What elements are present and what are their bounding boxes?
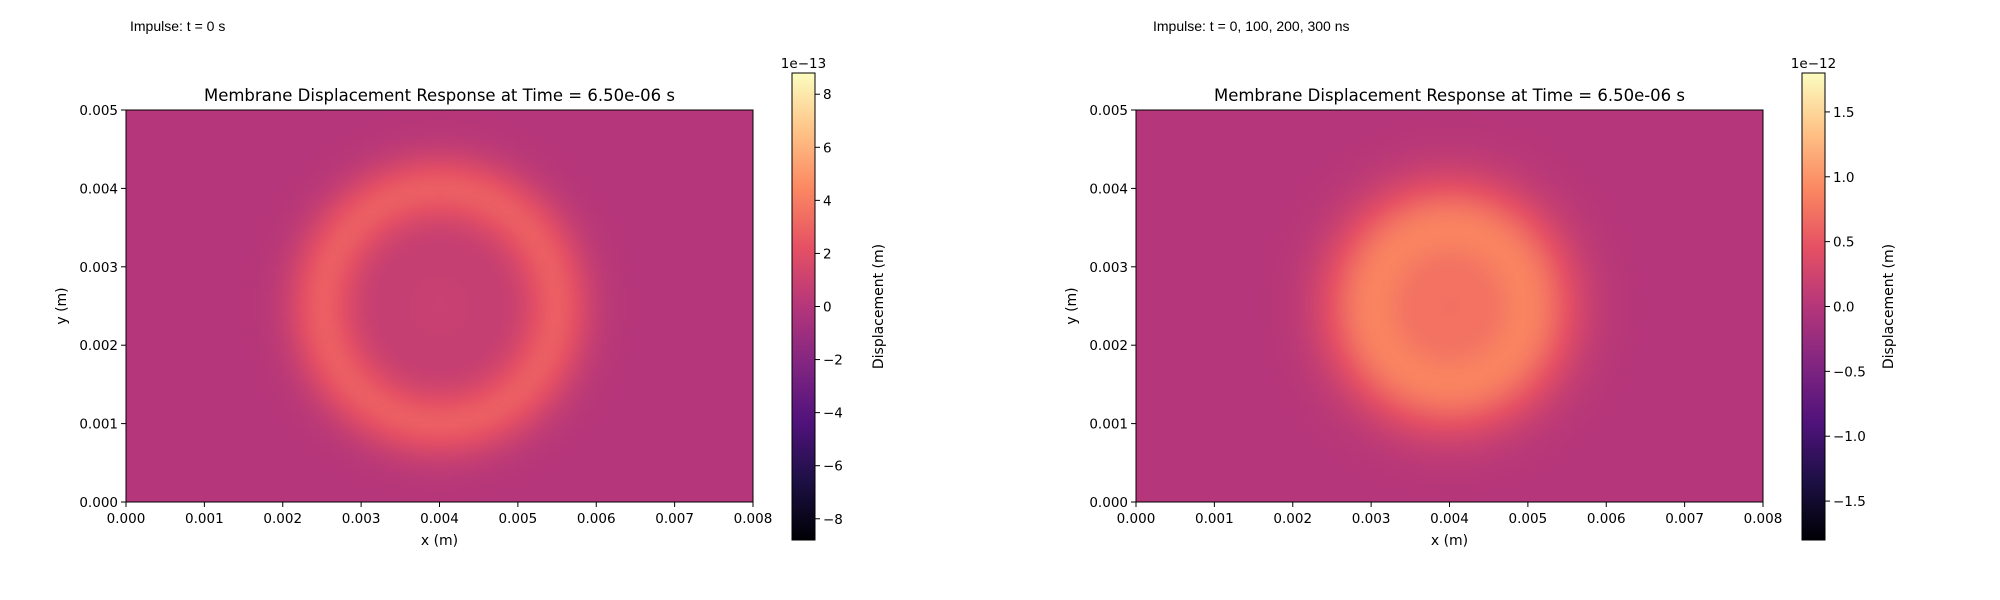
x-tick-label: 0.005: [499, 511, 538, 527]
x-tick-label: 0.000: [1117, 511, 1156, 527]
colorbar-offset-text: 1e−12: [1791, 56, 1836, 72]
colorbar-tick-label: −0.5: [1833, 364, 1866, 380]
x-axis-label: x (m): [421, 533, 458, 549]
colorbar-tick-label: 6: [823, 140, 832, 156]
y-tick-label: 0.003: [79, 260, 118, 276]
colorbar-tick-label: −4: [823, 406, 843, 422]
colorbar-tick-label: 2: [823, 246, 832, 262]
x-tick-label: 0.003: [1352, 511, 1391, 527]
colorbar-tick-label: 0: [823, 300, 832, 316]
y-tick-label: 0.000: [1089, 495, 1128, 511]
y-axis-label: y (m): [54, 287, 70, 324]
chart-title: Membrane Displacement Response at Time =…: [1214, 86, 1685, 105]
y-tick-label: 0.002: [79, 338, 118, 354]
panel-caption-left: Impulse: t = 0 s: [130, 18, 226, 34]
y-tick-label: 0.004: [1089, 181, 1128, 197]
x-tick-label: 0.006: [1587, 511, 1626, 527]
colorbar: [1802, 73, 1825, 540]
y-tick-label: 0.000: [79, 495, 118, 511]
x-tick-label: 0.008: [734, 511, 773, 527]
colorbar-tick-label: −1.5: [1833, 494, 1866, 510]
x-tick-label: 0.004: [420, 511, 459, 527]
heatmap-image: [126, 110, 753, 502]
x-tick-label: 0.002: [263, 511, 302, 527]
chart-title: Membrane Displacement Response at Time =…: [204, 86, 675, 105]
x-tick-label: 0.002: [1273, 511, 1312, 527]
colorbar-tick-label: −8: [823, 512, 843, 528]
x-tick-label: 0.008: [1744, 511, 1783, 527]
colorbar-tick-label: −1.0: [1833, 429, 1866, 445]
x-tick-label: 0.007: [655, 511, 694, 527]
y-tick-label: 0.001: [79, 417, 118, 433]
heatmap-panel-right: Membrane Displacement Response at Time =…: [1064, 56, 1897, 549]
y-tick-label: 0.002: [1089, 338, 1128, 354]
y-tick-label: 0.005: [79, 103, 118, 119]
panel-caption-right: Impulse: t = 0, 100, 200, 300 ns: [1153, 18, 1350, 34]
colorbar-label: Displacement (m): [871, 244, 887, 369]
colorbar-tick-label: 1.5: [1833, 105, 1854, 121]
colorbar-label: Displacement (m): [1881, 244, 1897, 369]
x-tick-label: 0.005: [1509, 511, 1548, 527]
colorbar-tick-label: −2: [823, 353, 843, 369]
x-tick-label: 0.006: [577, 511, 616, 527]
colorbar-offset-text: 1e−13: [781, 56, 826, 72]
colorbar-tick-label: 4: [823, 193, 832, 209]
x-tick-label: 0.001: [1195, 511, 1234, 527]
x-tick-label: 0.007: [1665, 511, 1704, 527]
colorbar: [792, 73, 815, 540]
colorbar-tick-label: 0.5: [1833, 235, 1854, 251]
y-tick-label: 0.004: [79, 181, 118, 197]
x-tick-label: 0.001: [185, 511, 224, 527]
x-tick-label: 0.000: [107, 511, 146, 527]
colorbar-tick-label: −6: [823, 459, 843, 475]
x-tick-label: 0.003: [342, 511, 381, 527]
heatmap-panel-left: Membrane Displacement Response at Time =…: [54, 56, 887, 549]
y-tick-label: 0.005: [1089, 103, 1128, 119]
colorbar-tick-label: 0.0: [1833, 300, 1854, 316]
y-tick-label: 0.003: [1089, 260, 1128, 276]
x-tick-label: 0.004: [1430, 511, 1469, 527]
x-axis-label: x (m): [1431, 533, 1468, 549]
heatmap-image: [1136, 110, 1763, 502]
colorbar-tick-label: 8: [823, 87, 832, 103]
colorbar-tick-label: 1.0: [1833, 170, 1854, 186]
y-tick-label: 0.001: [1089, 417, 1128, 433]
y-axis-label: y (m): [1064, 287, 1080, 324]
